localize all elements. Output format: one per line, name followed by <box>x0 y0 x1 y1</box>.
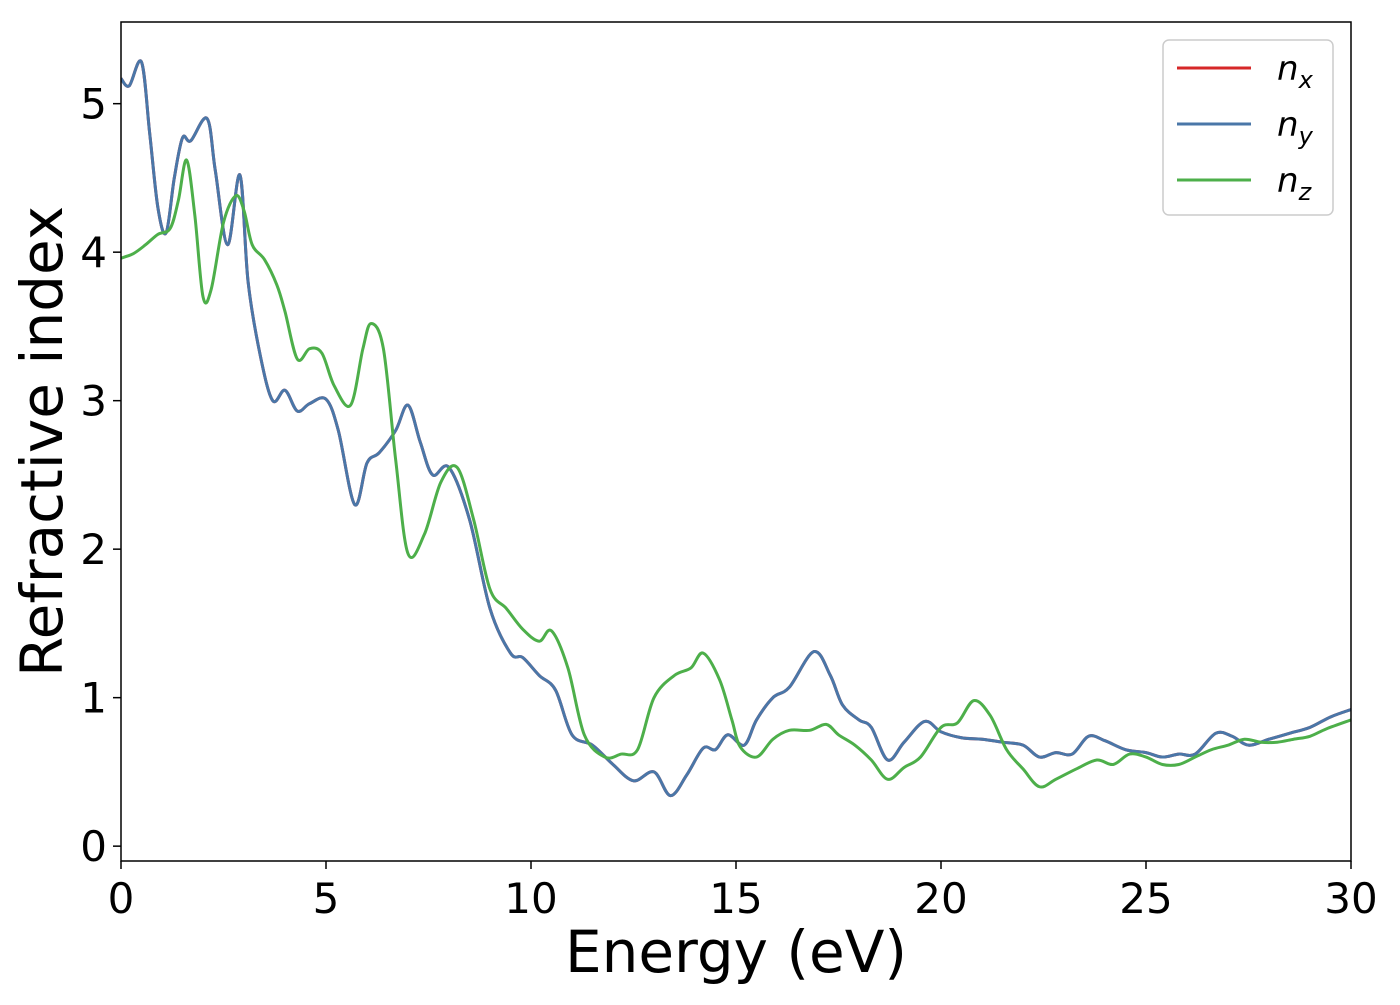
y-tick-label: 0 <box>80 822 107 871</box>
legend-box <box>1162 39 1334 216</box>
y-tick-label: 5 <box>80 80 107 129</box>
y-axis-title: Refractive index <box>8 206 76 677</box>
series-line-ny <box>121 59 1351 798</box>
x-tick-label: 10 <box>504 874 557 923</box>
x-tick-label: 15 <box>709 874 762 923</box>
y-tick-label: 2 <box>80 525 107 574</box>
y-tick-label: 3 <box>80 377 107 426</box>
x-tick-label: 5 <box>313 874 340 923</box>
x-axis-title: Energy (eV) <box>565 918 907 986</box>
axes-layer: 0 5 10 15 20 25 30 0 1 2 3 4 5 <box>80 21 1378 923</box>
x-tick-label: 30 <box>1324 874 1377 923</box>
series-line-nz <box>121 158 1351 789</box>
series-layer <box>121 59 1351 798</box>
x-tick-label: 20 <box>914 874 967 923</box>
y-tick-label: 4 <box>80 228 107 277</box>
x-tick-label: 25 <box>1119 874 1172 923</box>
y-tick-label: 1 <box>80 674 107 723</box>
x-tick-label: 0 <box>108 874 135 923</box>
